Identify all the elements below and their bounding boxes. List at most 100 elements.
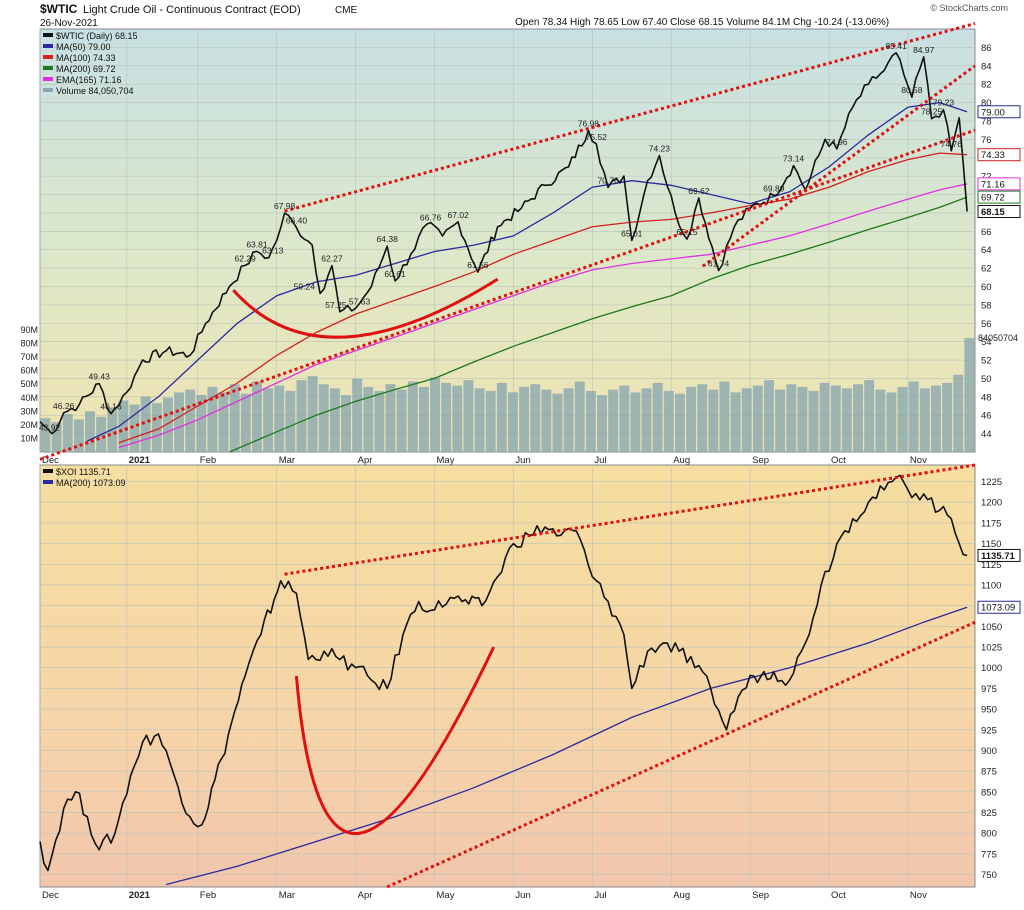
volume-bar (251, 381, 262, 452)
volume-bar (519, 386, 530, 452)
plot-area (39, 464, 976, 888)
data-label: 65.01 (621, 228, 643, 238)
volume-bar (719, 381, 730, 452)
series-line-ma200 (166, 606, 968, 886)
price-tag-box (977, 105, 1021, 119)
volume-bar (953, 374, 964, 452)
legend-label: EMA(165) 71.16 (56, 75, 122, 85)
volume-bar (129, 404, 140, 452)
data-label: 63.13 (262, 246, 284, 256)
volume-bar (352, 378, 363, 452)
volume-bar (853, 384, 863, 452)
volume-bar (51, 422, 62, 452)
y-tick-label: 1050 (981, 622, 1002, 633)
volume-bar (697, 384, 708, 452)
data-label: 84.97 (913, 45, 935, 55)
series-line-ema165 (118, 183, 968, 449)
volume-bar (496, 382, 507, 452)
x-tick-label: Sep (752, 455, 769, 466)
volume-bar (418, 386, 429, 452)
volume-bar (585, 391, 596, 452)
volume-bar (708, 389, 719, 452)
price-tag-box (977, 190, 1021, 204)
volume-bar (363, 386, 374, 452)
data-label: 75.52 (586, 132, 608, 142)
volume-bar (808, 391, 819, 452)
volume-bar (474, 388, 485, 452)
y-tick-label: 84 (981, 61, 992, 72)
x-tick-label: Dec (42, 455, 59, 466)
volume-bar (752, 385, 763, 452)
rounding-bottom-curve (294, 646, 496, 835)
series-line-ma50 (87, 101, 968, 442)
volume-bar (819, 382, 830, 452)
data-label: 67.98 (274, 201, 296, 211)
legend-swatch (43, 469, 53, 473)
volume-bar (40, 418, 51, 452)
data-label: 78.25 (921, 107, 943, 117)
x-tick-label: Apr (358, 455, 373, 466)
y-tick-label: 48 (981, 392, 992, 403)
x-tick-label: Oct (831, 455, 846, 466)
data-label: 64.38 (377, 234, 399, 244)
volume-bar (62, 414, 73, 452)
series-line-ma200 (229, 196, 968, 453)
volume-bar (730, 392, 741, 452)
legend-swatch (43, 66, 53, 70)
volume-bar (285, 391, 296, 452)
volume-bar (263, 388, 274, 452)
volume-bar (964, 338, 975, 452)
data-label: 66.40 (286, 216, 308, 226)
y-tick-label: 72 (981, 172, 992, 183)
y-tick-label: 1000 (981, 663, 1002, 674)
legend-swatch (43, 480, 53, 484)
volume-bar (441, 382, 452, 452)
legend-swatch (43, 55, 53, 59)
data-label: 57.25 (325, 300, 347, 310)
legend-label: MA(50) 79.00 (56, 42, 111, 52)
legend-label: $XOI 1135.71 (56, 467, 111, 477)
x-tick-label: Sep (752, 890, 769, 901)
y-tick-label: 44 (981, 429, 992, 440)
price-tag-label: 68.15 (981, 207, 1005, 218)
volume-bar (886, 392, 897, 452)
volume-bar (764, 380, 774, 452)
price-tag-label: 1135.71 (981, 551, 1016, 562)
y-tick-label: 800 (981, 829, 997, 840)
data-label: 73.14 (783, 154, 805, 164)
wtic-panel: 4446485052545658606264666870727476788082… (20, 22, 1021, 466)
data-label: 70.76 (597, 176, 619, 186)
y-tick-label: 80 (981, 98, 992, 109)
data-label: 60.61 (384, 269, 406, 279)
y-tick-label: 86 (981, 43, 992, 54)
data-label: 74.23 (649, 144, 671, 154)
price-tag-box (977, 548, 1021, 562)
y-tick-label: 1100 (981, 580, 1001, 591)
volume-bar (85, 411, 95, 452)
y-tick-label: 900 (981, 746, 997, 757)
data-label: 63.81 (246, 239, 268, 249)
volume-bar (563, 388, 574, 452)
data-label: 67.02 (448, 210, 470, 220)
price-tag-box (977, 177, 1021, 191)
volume-bar (296, 380, 307, 452)
data-label: 80.58 (901, 85, 923, 95)
x-tick-label: Jul (594, 890, 606, 901)
y-tick-label: 54 (981, 337, 992, 348)
y-tick-label: 76 (981, 135, 992, 146)
data-label: 85.41 (885, 41, 907, 51)
volume-bar (608, 389, 619, 452)
data-label: 57.63 (349, 296, 371, 306)
volume-bar (619, 385, 630, 452)
price-tag-box (977, 205, 1021, 219)
y-tick-label: 1225 (981, 477, 1002, 488)
legend-swatch (43, 33, 53, 37)
volume-bar (574, 381, 585, 452)
x-tick-label: Nov (910, 455, 927, 466)
x-tick-label: Jun (515, 890, 530, 901)
volume-bar (897, 386, 908, 452)
y-tick-label: 64 (981, 245, 992, 256)
legend-label: MA(200) 1073.09 (56, 478, 126, 488)
legend-swatch (43, 77, 53, 81)
y-tick-label: 50 (981, 374, 992, 385)
